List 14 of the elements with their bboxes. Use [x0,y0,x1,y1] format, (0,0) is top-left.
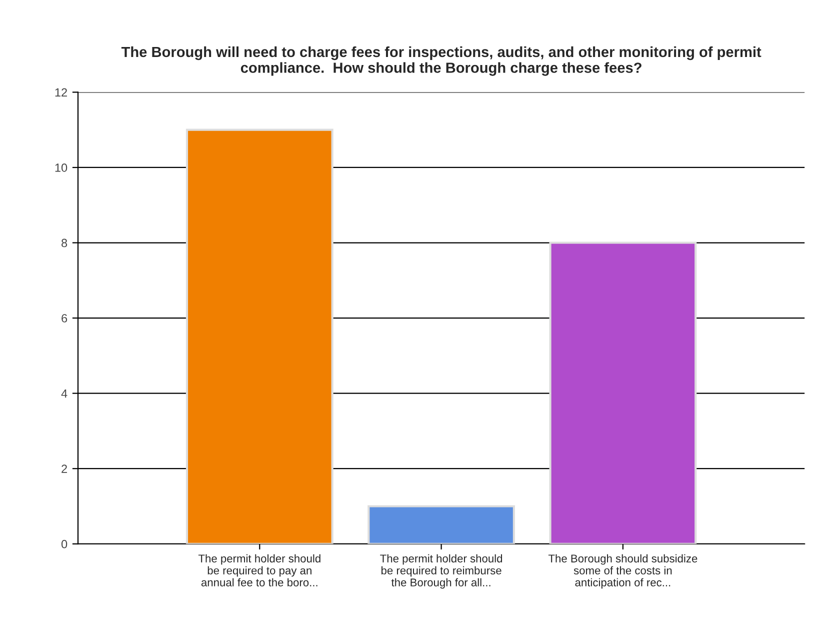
y-tick-label: 12 [55,88,67,96]
x-tick-label: The permit holder should be required to pay an annual fee to the boro... [198,554,320,586]
y-tick-label: 4 [61,389,68,398]
bar [549,242,697,544]
chart-title: The Borough will need to charge fees for inspections, audits, and other monitoring of permit compliance. How should the Borough charge these fees? [121,46,762,76]
bar [368,505,515,544]
y-tick-label: 0 [61,540,68,548]
y-tick-label: 6 [62,314,68,322]
y-tick-label: 2 [62,464,67,473]
x-tick-label: The Borough should subsidize some of the costs in anticipation of rec... [548,554,698,589]
y-tick-label: 10 [55,164,68,172]
y-tick-label: 8 [62,238,68,248]
x-tick-label: The permit holder should be required to reimburse the Borough for all... [380,554,502,589]
bar [186,128,334,544]
